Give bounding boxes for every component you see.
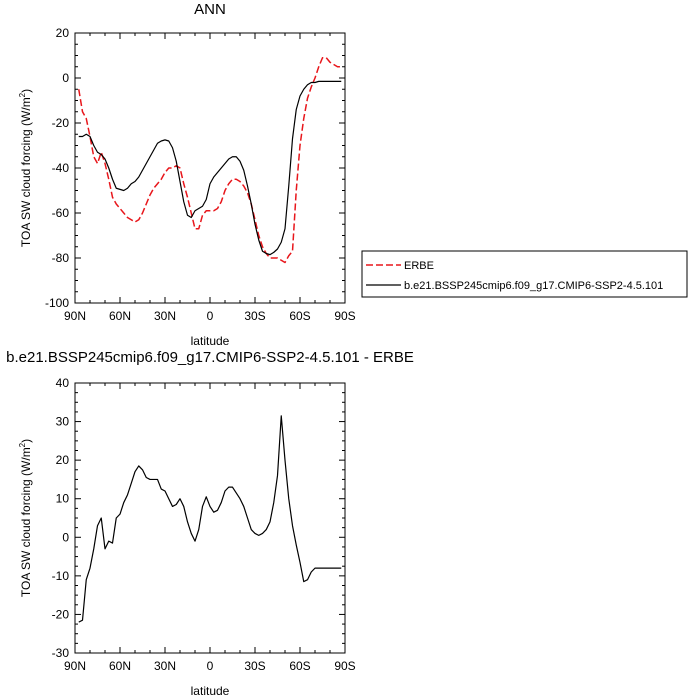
bottom-x-tick-label: 60N (109, 659, 131, 673)
top-x-tick-label: 0 (207, 309, 214, 323)
bottom-series-lines (78, 415, 342, 623)
bottom-y-tick-label: 30 (56, 415, 70, 429)
top-panel: ANN -100 -80 -60 -40 -20 0 20 90N 60N 30N 0 30S 60S… (18, 1, 688, 348)
top-y-axis-label-sup: 2 (18, 92, 27, 97)
top-x-axis-label: latitude (191, 334, 230, 348)
top-plot-frame (74, 32, 346, 304)
top-y-axis-label-main: TOA SW cloud forcing (W/m (19, 97, 33, 247)
bottom-x-tick-label: 90S (334, 659, 355, 673)
top-y-tick-label: 0 (62, 71, 69, 85)
top-series-lines (78, 57, 342, 264)
bottom-x-tick-label: 30S (244, 659, 265, 673)
bottom-series-line-0 (78, 415, 342, 623)
bottom-panel: b.e21.BSSP245cmip6.f09_g17.CMIP6-SSP2-4.… (6, 349, 414, 698)
top-x-ticks: 90N 60N 30N 0 30S 60S 90S (64, 33, 356, 323)
bottom-y-tick-label: -30 (52, 646, 70, 660)
top-x-tick-label: 30N (154, 309, 176, 323)
top-x-tick-label: 60S (289, 309, 310, 323)
legend-label-model: b.e21.BSSP245cmip6.f09_g17.CMIP6-SSP2-4.… (404, 280, 663, 292)
bottom-y-ticks: -30 -20 -10 0 10 20 30 40 (52, 376, 345, 660)
top-series-line-0 (78, 57, 342, 264)
bottom-chart-title: b.e21.BSSP245cmip6.f09_g17.CMIP6-SSP2-4.… (6, 349, 414, 366)
top-y-tick-label: -20 (52, 116, 70, 130)
bottom-plot-frame (74, 382, 346, 654)
bottom-x-tick-label: 90N (64, 659, 86, 673)
bottom-x-ticks: 90N 60N 30N 0 30S 60S 90S (64, 383, 356, 673)
top-y-tick-label: -60 (52, 206, 70, 220)
bottom-y-axis-label-sup: 2 (18, 442, 27, 447)
bottom-y-tick-label: -20 (52, 607, 70, 621)
top-x-tick-label: 90N (64, 309, 86, 323)
bottom-x-tick-label: 60S (289, 659, 310, 673)
bottom-y-tick-label: 40 (56, 376, 70, 390)
top-y-tick-label: 20 (56, 26, 70, 40)
bottom-y-axis-label: TOA SW cloud forcing (W/m2) (18, 439, 33, 597)
bottom-x-tick-label: 0 (207, 659, 214, 673)
bottom-y-tick-label: 20 (56, 453, 70, 467)
top-series-line-1 (78, 80, 342, 256)
bottom-y-tick-label: -10 (52, 569, 70, 583)
legend-box (361, 250, 688, 298)
legend: ERBE b.e21.BSSP245cmip6.f09_g17.CMIP6-SS… (361, 250, 688, 298)
bottom-y-axis-label-end: ) (19, 439, 33, 443)
top-x-tick-label: 60N (109, 309, 131, 323)
bottom-x-axis-label: latitude (191, 684, 230, 698)
top-x-tick-label: 30S (244, 309, 265, 323)
top-y-tick-label: -40 (52, 161, 70, 175)
top-chart-title: ANN (194, 1, 226, 18)
bottom-y-tick-label: 10 (56, 492, 70, 506)
top-x-tick-label: 90S (334, 309, 355, 323)
bottom-x-tick-label: 30N (154, 659, 176, 673)
top-y-ticks: -100 -80 -60 -40 -20 0 20 (45, 26, 345, 310)
top-y-tick-label: -80 (52, 251, 70, 265)
top-y-axis-label-end: ) (19, 89, 33, 93)
bottom-y-tick-label: 0 (62, 530, 69, 544)
bottom-y-axis-label-main: TOA SW cloud forcing (W/m (19, 447, 33, 597)
legend-label-erbe: ERBE (404, 260, 434, 272)
top-y-axis-label: TOA SW cloud forcing (W/m2) (18, 89, 33, 247)
top-y-tick-label: -100 (45, 296, 69, 310)
